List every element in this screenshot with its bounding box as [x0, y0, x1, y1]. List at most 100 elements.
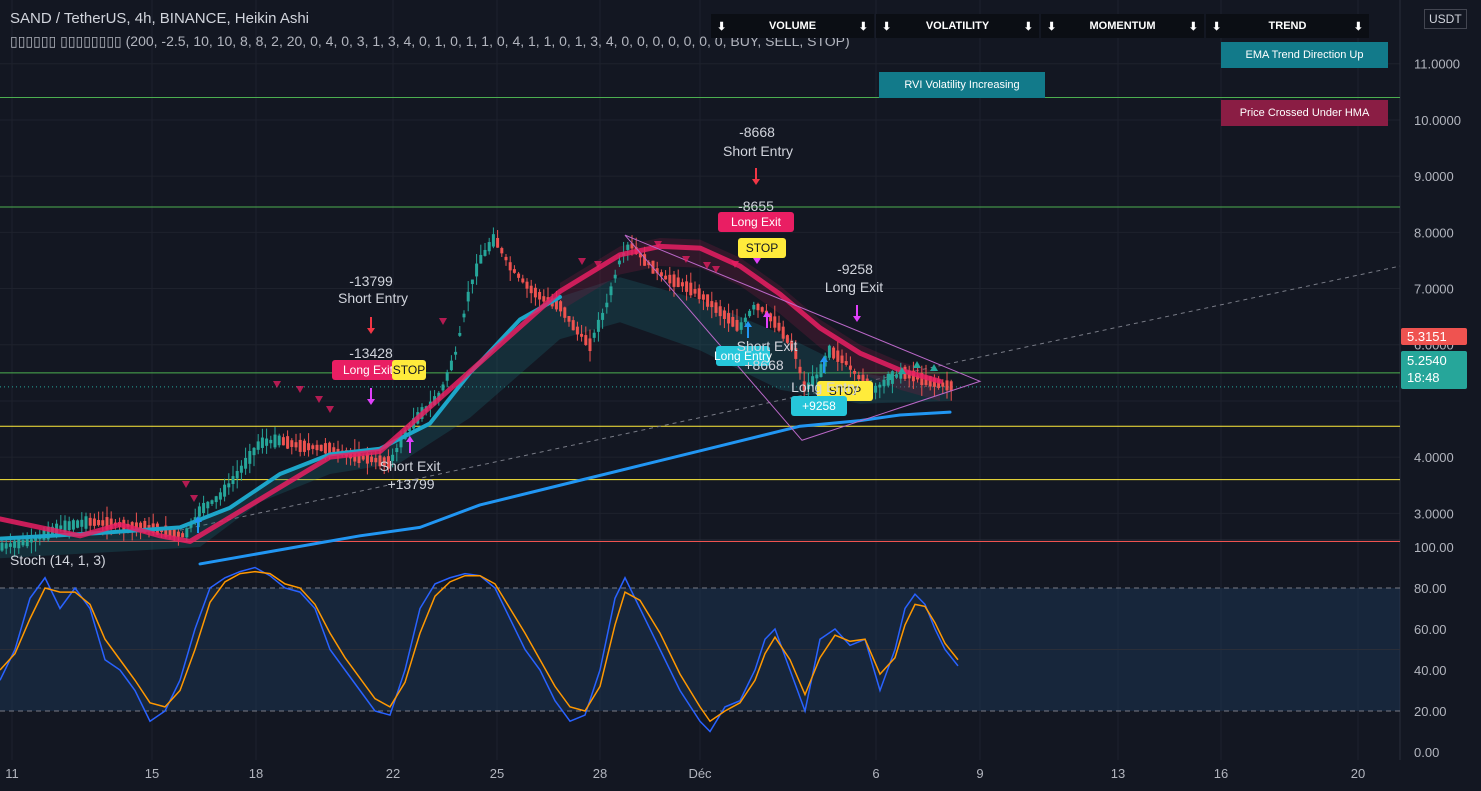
badge-bg: [392, 360, 426, 380]
candle-body: [197, 506, 201, 517]
signal-arrowhead: [406, 436, 414, 442]
candle-body: [697, 288, 701, 300]
candle-body: [735, 319, 739, 331]
trade-label: Short Entry: [338, 290, 408, 306]
candle-body: [332, 447, 336, 453]
candle-body: [176, 531, 180, 537]
trade-badge: Long Entry: [714, 346, 772, 366]
candle-body: [584, 335, 588, 345]
trend-header: ⬇ TREND ⬇: [1206, 14, 1369, 38]
hma-cross-signal: Price Crossed Under HMA: [1221, 100, 1388, 126]
candle-body: [638, 253, 642, 258]
stoch-label[interactable]: Stoch (14, 1, 3): [10, 552, 106, 568]
trade-label: Short Entry: [723, 143, 793, 159]
candle-body: [260, 437, 264, 448]
stochastic-pane: [0, 566, 1400, 733]
badge-text: STOP: [746, 241, 778, 255]
sell-marker: [182, 481, 190, 488]
price-tick: 9.0000: [1414, 169, 1454, 184]
price-tick: 3.0000: [1414, 506, 1454, 521]
signal-arrowhead: [367, 399, 375, 405]
candle-body: [46, 526, 50, 540]
price-tick: 10.0000: [1414, 113, 1461, 128]
arrow-down-icon: ⬇: [1353, 20, 1363, 33]
price-tick: 11.0000: [1414, 57, 1460, 72]
candle-body: [386, 456, 390, 469]
sell-marker: [439, 318, 447, 325]
time-tick: 15: [145, 766, 159, 781]
candle-body: [827, 345, 831, 358]
signal-arrowhead: [194, 516, 202, 522]
stoch-d-line: [0, 570, 959, 723]
signal-arrowhead: [367, 328, 375, 334]
indicator-params[interactable]: ▯▯▯▯▯▯ ▯▯▯▯▯▯▯▯ (200, -2.5, 10, 10, 8, 8…: [10, 33, 850, 49]
candle-body: [202, 502, 206, 514]
candle-body: [269, 439, 273, 444]
candle-body: [832, 347, 836, 359]
candle-body: [315, 444, 319, 451]
candle-body: [819, 364, 823, 377]
trade-label: -8668: [739, 124, 775, 140]
candle-body: [512, 269, 516, 273]
candle-body: [748, 310, 752, 317]
candle-body: [265, 438, 269, 446]
trade-label: -13428: [349, 345, 393, 361]
trade-label: Long Entry: [791, 379, 859, 395]
candle-body: [752, 304, 756, 310]
candle-body: [815, 374, 819, 379]
candle-body: [252, 447, 256, 456]
candle-body: [244, 457, 248, 469]
badge-text: STOP: [393, 363, 425, 377]
trend-line: [179, 265, 1401, 531]
candle-body: [626, 244, 630, 250]
candle-body: [554, 298, 558, 310]
sell-marker: [315, 396, 323, 403]
candle-body: [802, 381, 806, 392]
candle-body: [777, 322, 781, 331]
sell-marker: [326, 406, 334, 413]
trend-label: TREND: [1268, 20, 1307, 32]
currency-label[interactable]: USDT: [1424, 9, 1467, 29]
trade-label: Short Exit: [737, 338, 798, 354]
candle-body: [336, 448, 340, 454]
arrow-down-icon: ⬇: [1047, 20, 1057, 33]
candle-body: [588, 338, 592, 352]
candle-body: [479, 254, 483, 264]
candle-body: [617, 260, 621, 265]
time-tick: 18: [249, 766, 263, 781]
candle-body: [0, 542, 4, 551]
candle-body: [533, 287, 537, 298]
candle-body: [454, 351, 458, 355]
line-hma: [0, 243, 943, 544]
candle-body: [857, 375, 861, 380]
candle-body: [29, 539, 33, 543]
candle-body: [370, 456, 374, 463]
time-tick: 6: [872, 766, 879, 781]
candle-body: [672, 274, 676, 287]
candle-body: [559, 301, 563, 312]
candle-body: [714, 302, 718, 313]
candle-body: [189, 523, 193, 528]
time-tick: 9: [976, 766, 983, 781]
candle-body: [470, 279, 474, 285]
arrow-down-icon: ⬇: [1188, 20, 1198, 33]
sell-marker: [190, 495, 198, 502]
line-ma200: [198, 410, 952, 566]
candle-body: [861, 374, 865, 387]
candle-body: [601, 312, 605, 320]
sell-marker: [731, 261, 739, 268]
buy-marker: [898, 367, 906, 374]
signal-arrowhead: [763, 311, 771, 317]
candle-body: [685, 281, 689, 292]
momentum-label: MOMENTUM: [1089, 20, 1156, 32]
stoch-tick: 40.00: [1414, 663, 1447, 678]
candle-body: [365, 453, 369, 464]
candle-body: [34, 536, 38, 541]
candle-body: [567, 316, 571, 322]
signal-arrowhead: [752, 179, 760, 185]
candle-body: [227, 483, 231, 488]
stoch-tick: 80.00: [1414, 581, 1447, 596]
candle-body: [630, 243, 634, 249]
